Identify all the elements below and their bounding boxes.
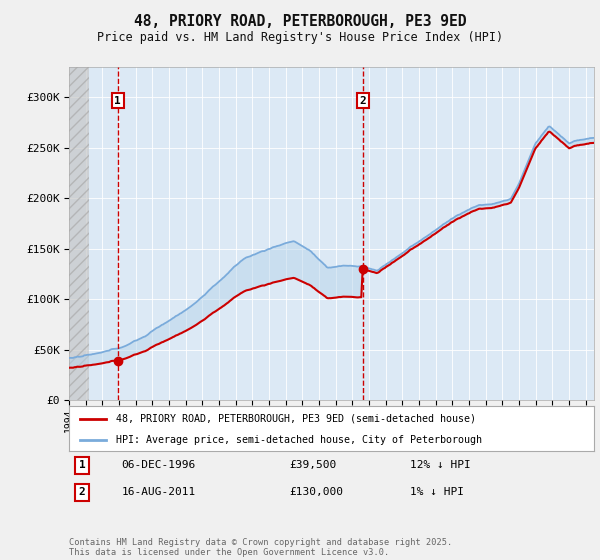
Text: £39,500: £39,500	[290, 460, 337, 470]
Bar	[69, 67, 89, 400]
Text: 48, PRIORY ROAD, PETERBOROUGH, PE3 9ED: 48, PRIORY ROAD, PETERBOROUGH, PE3 9ED	[134, 14, 466, 29]
Text: 06-DEC-1996: 06-DEC-1996	[121, 460, 196, 470]
Text: 2: 2	[79, 487, 86, 497]
Text: 1% ↓ HPI: 1% ↓ HPI	[410, 487, 464, 497]
Text: Contains HM Land Registry data © Crown copyright and database right 2025.
This d: Contains HM Land Registry data © Crown c…	[69, 538, 452, 557]
Text: 1: 1	[79, 460, 86, 470]
Text: 2: 2	[359, 96, 366, 105]
Text: HPI: Average price, semi-detached house, City of Peterborough: HPI: Average price, semi-detached house,…	[116, 435, 482, 445]
Text: Price paid vs. HM Land Registry's House Price Index (HPI): Price paid vs. HM Land Registry's House …	[97, 31, 503, 44]
Text: 16-AUG-2011: 16-AUG-2011	[121, 487, 196, 497]
Text: 48, PRIORY ROAD, PETERBOROUGH, PE3 9ED (semi-detached house): 48, PRIORY ROAD, PETERBOROUGH, PE3 9ED (…	[116, 413, 476, 423]
Text: 1: 1	[114, 96, 121, 105]
Text: £130,000: £130,000	[290, 487, 343, 497]
Text: 12% ↓ HPI: 12% ↓ HPI	[410, 460, 471, 470]
